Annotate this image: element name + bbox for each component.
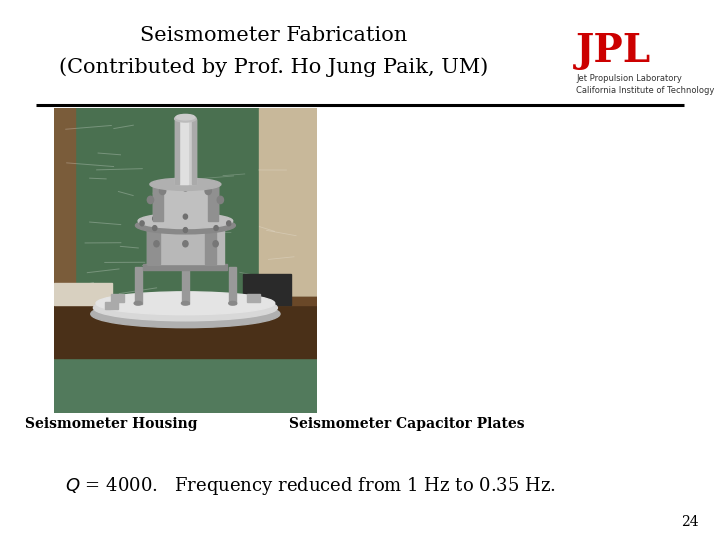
Bar [175,119,179,184]
Ellipse shape [96,292,275,315]
Bar [135,267,142,304]
Circle shape [184,214,187,219]
Circle shape [159,187,166,194]
Bar [243,274,290,305]
Circle shape [217,196,223,204]
Ellipse shape [135,217,235,234]
Text: Seismometer Housing: Seismometer Housing [25,417,198,431]
Bar [148,224,223,264]
Circle shape [205,187,212,194]
Bar [54,108,75,291]
Bar [104,302,118,309]
Bar [208,184,218,221]
Text: $\mathit{Q}$ = 4000.   Frequency reduced from 1 Hz to 0.35 Hz.: $\mathit{Q}$ = 4000. Frequency reduced f… [65,475,556,497]
Ellipse shape [229,301,237,305]
Bar [175,119,196,184]
Ellipse shape [181,301,189,305]
Ellipse shape [91,300,280,328]
Bar [54,297,317,358]
Circle shape [153,216,157,221]
Text: Jet Propulsion Laboratory: Jet Propulsion Laboratory [576,74,682,83]
Text: JPL: JPL [576,32,652,70]
Text: 24: 24 [681,515,698,529]
Circle shape [214,226,218,231]
Circle shape [154,241,159,247]
Ellipse shape [138,213,233,228]
Bar [259,108,317,306]
Ellipse shape [176,114,195,120]
Text: Seismometer Capacitor Plates: Seismometer Capacitor Plates [289,417,525,431]
Bar [54,297,317,305]
Circle shape [148,196,153,204]
Bar [148,224,161,264]
Circle shape [213,241,218,247]
Bar [143,264,228,269]
Circle shape [227,221,231,226]
Bar [153,184,163,221]
Circle shape [214,216,218,221]
Circle shape [184,227,187,233]
Text: California Institute of Technology: California Institute of Technology [576,86,714,95]
Bar [205,224,215,264]
Text: Seismometer Fabrication: Seismometer Fabrication [140,25,408,45]
Circle shape [182,184,189,191]
Ellipse shape [175,116,196,122]
Bar [182,267,189,304]
Ellipse shape [94,295,277,321]
Bar [192,119,196,184]
Text: (Contributed by Prof. Ho Jung Paik, UM): (Contributed by Prof. Ho Jung Paik, UM) [59,58,488,77]
Bar [111,294,124,302]
Bar [180,119,188,184]
Bar [247,294,260,302]
Bar [54,108,317,315]
Bar [54,284,112,305]
Circle shape [153,226,157,231]
Circle shape [183,241,188,247]
Ellipse shape [150,178,221,191]
Bar [229,267,236,304]
Bar [153,184,218,221]
Circle shape [140,221,144,226]
Ellipse shape [134,301,142,305]
